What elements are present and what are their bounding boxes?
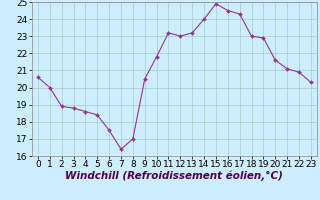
X-axis label: Windchill (Refroidissement éolien,°C): Windchill (Refroidissement éolien,°C) [66, 171, 283, 181]
